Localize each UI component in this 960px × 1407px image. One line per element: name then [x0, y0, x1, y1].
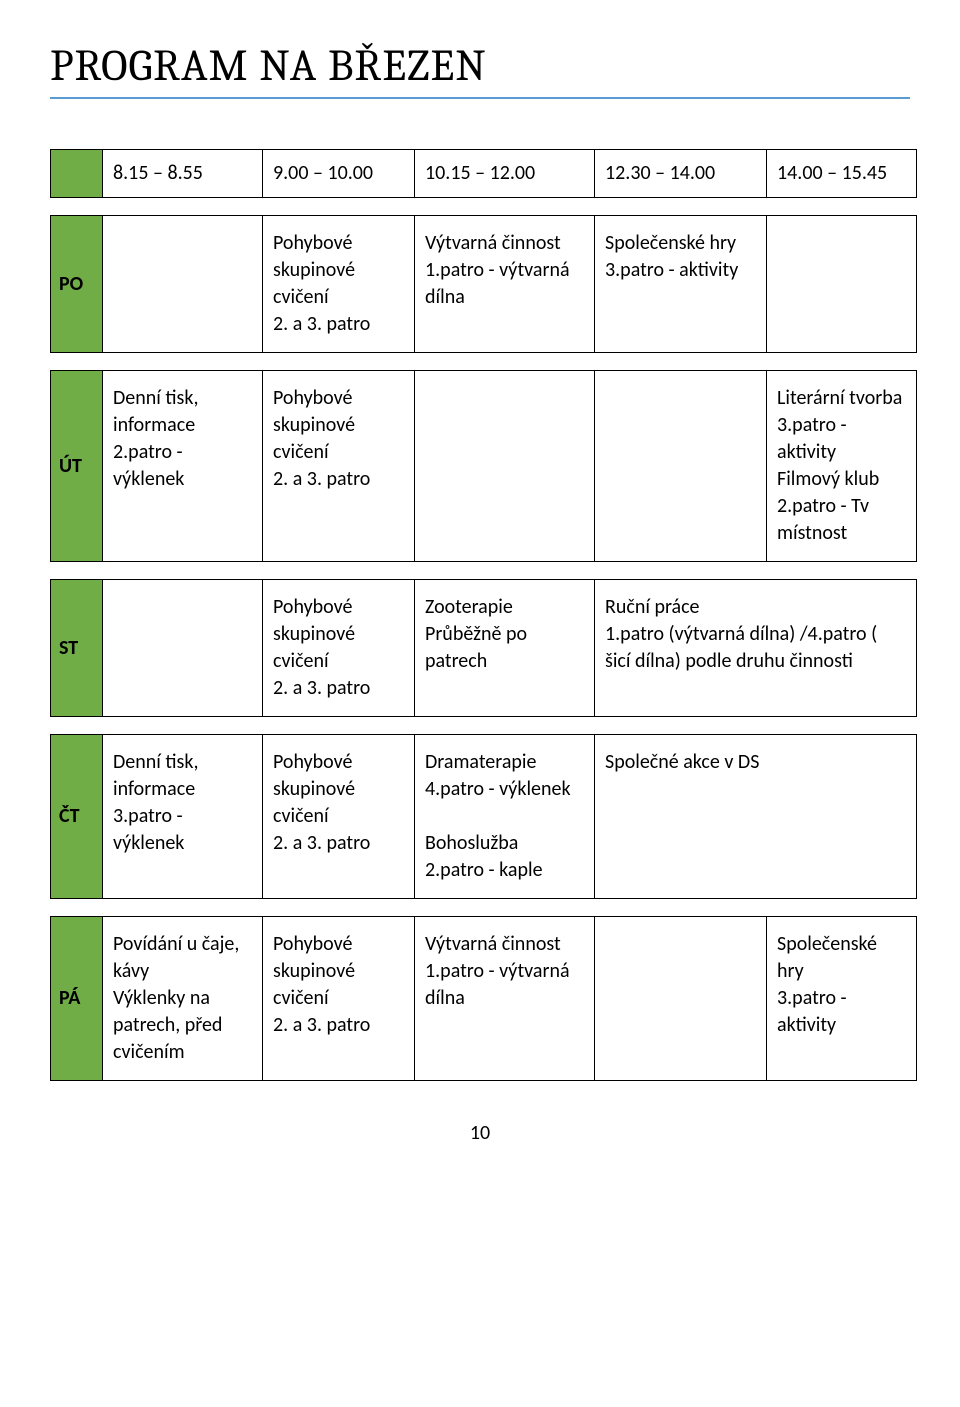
page-number: 10: [50, 1121, 910, 1145]
header-day-blank: [51, 150, 103, 198]
time-header: 12.30 – 14.00: [595, 150, 767, 198]
cell-c2: Pohybové skupinové cvičení 2. a 3. patro: [263, 371, 415, 562]
time-header: 10.15 – 12.00: [415, 150, 595, 198]
schedule-row: ČTDenní tisk, informace 3.patro - výklen…: [51, 735, 917, 899]
cell-c4: [595, 917, 767, 1081]
cell-c4: Společenské hry 3.patro - aktivity: [595, 216, 767, 353]
cell-c3: Dramaterapie 4.patro - výklenek Bohosluž…: [415, 735, 595, 899]
schedule-row: ÚTDenní tisk, informace 2.patro - výklen…: [51, 371, 917, 562]
title-underline: [50, 97, 910, 99]
cell-c2: Pohybové skupinové cvičení 2. a 3. patro: [263, 917, 415, 1081]
spacer-row: [51, 198, 917, 216]
spacer-row: [51, 899, 917, 917]
time-header-row: 8.15 – 8.55 9.00 – 10.00 10.15 – 12.00 1…: [51, 150, 917, 198]
day-label: ÚT: [51, 371, 103, 562]
cell-c2: Pohybové skupinové cvičení 2. a 3. patro: [263, 580, 415, 717]
spacer-row: [51, 717, 917, 735]
schedule-row: PÁPovídání u čaje, kávy Výklenky na patr…: [51, 917, 917, 1081]
day-label: PO: [51, 216, 103, 353]
cell-c3: [415, 371, 595, 562]
cell-c1: Denní tisk, informace 2.patro - výklenek: [103, 371, 263, 562]
cell-c5: [767, 216, 917, 353]
cell-c1: Denní tisk, informace 3.patro - výklenek: [103, 735, 263, 899]
cell-c2: Pohybové skupinové cvičení 2. a 3. patro: [263, 735, 415, 899]
cell-c5: Literární tvorba 3.patro - aktivity Film…: [767, 371, 917, 562]
spacer-row: [51, 562, 917, 580]
page-title: PROGRAM NA BŘEZEN: [50, 40, 910, 91]
time-header: 8.15 – 8.55: [103, 150, 263, 198]
cell-c1: Povídání u čaje, kávy Výklenky na patrec…: [103, 917, 263, 1081]
day-label: ST: [51, 580, 103, 717]
cell-c1: [103, 580, 263, 717]
cell-c2: Pohybové skupinové cvičení 2. a 3. patro: [263, 216, 415, 353]
cell-c5: Společenské hry 3.patro - aktivity: [767, 917, 917, 1081]
cell-c4-merged: Společné akce v DS: [595, 735, 917, 899]
schedule-row: PO Pohybové skupinové cvičení 2. a 3. pat…: [51, 216, 917, 353]
day-label: PÁ: [51, 917, 103, 1081]
schedule-table: 8.15 – 8.55 9.00 – 10.00 10.15 – 12.00 1…: [50, 149, 917, 1081]
cell-c4: [595, 371, 767, 562]
spacer-row: [51, 353, 917, 371]
cell-c1: [103, 216, 263, 353]
cell-c3: Výtvarná činnost 1.patro - výtvarná díln…: [415, 917, 595, 1081]
time-header: 9.00 – 10.00: [263, 150, 415, 198]
cell-c3: Zooterapie Průběžně po patrech: [415, 580, 595, 717]
cell-c4-merged: Ruční práce 1.patro (výtvarná dílna) /4.…: [595, 580, 917, 717]
day-label: ČT: [51, 735, 103, 899]
cell-c3: Výtvarná činnost 1.patro - výtvarná díln…: [415, 216, 595, 353]
schedule-row: ST Pohybové skupinové cvičení 2. a 3. pat…: [51, 580, 917, 717]
time-header: 14.00 – 15.45: [767, 150, 917, 198]
